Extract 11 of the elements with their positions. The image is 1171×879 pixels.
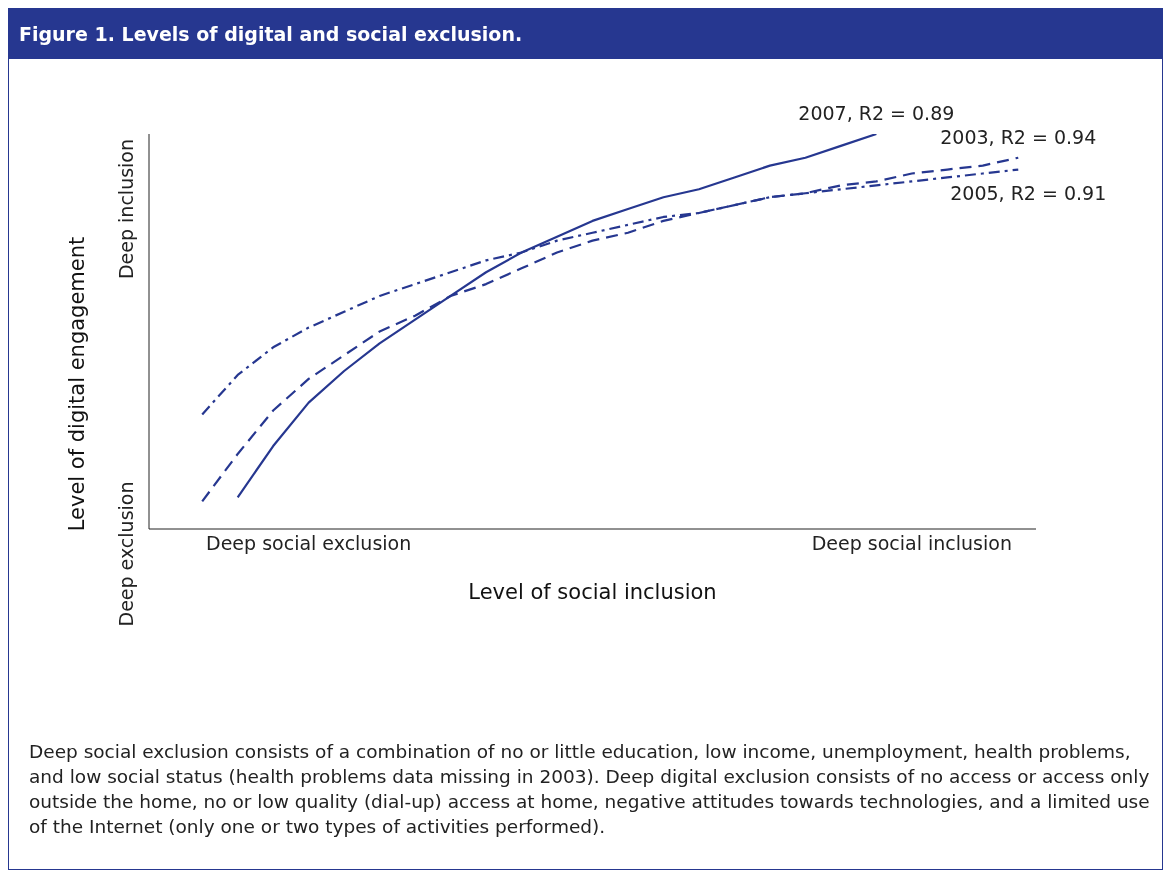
x-axis-title: Level of social inclusion — [468, 580, 717, 604]
x-tick-label: Deep social exclusion — [206, 532, 412, 555]
text: Deep social exclusion consists of a combination of no or little education, low income, unemployment, health problems, and low social status (health problems data missing in 2003). Deep digital exclusion consists of no access or access only outside the home, no or low quality (dial-up) access at home, negative attitudes towards technologies, and a limited use of the Internet (only one or two types of activities performed). — [28, 740, 1151, 839]
x-tick-label: Deep social inclusion — [811, 532, 1012, 555]
series-label: 2007, R2 = 0.89 — [798, 102, 955, 124]
text: Deep exclusion — [115, 481, 137, 627]
series-label: 2005, R2 = 0.91 — [950, 181, 1107, 204]
chart-title: Figure 1. Levels of digital and social exclusion. — [9, 9, 1162, 59]
text: Deep inclusion — [115, 138, 137, 280]
y-axis-title: Level of digital engagement — [65, 236, 89, 532]
series-label: 2003, R2 = 0.94 — [940, 125, 1097, 148]
